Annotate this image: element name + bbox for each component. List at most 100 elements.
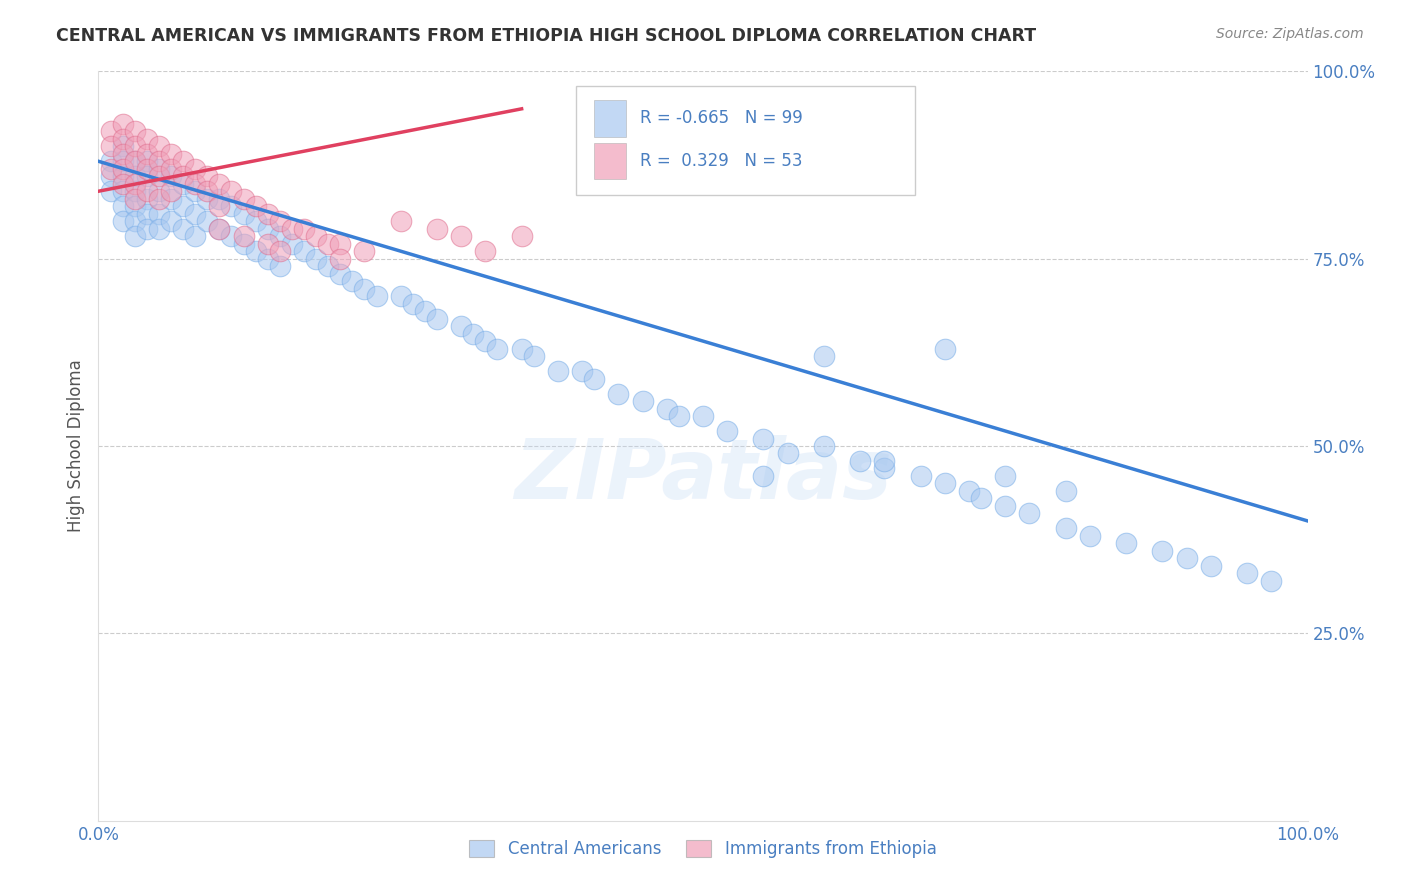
Point (111, 199, 134, 213)
Point (148, 154, 170, 169)
Point (172, 199, 194, 213)
Point (583, 371, 606, 385)
Point (316, 259, 339, 273)
Point (245, 214, 267, 228)
Point (124, 214, 146, 228)
Point (208, 192, 231, 206)
FancyBboxPatch shape (595, 100, 626, 136)
Point (486, 342, 509, 356)
Point (124, 192, 146, 206)
Point (111, 161, 134, 176)
Point (208, 221, 231, 235)
Point (269, 259, 291, 273)
Point (389, 289, 412, 303)
Point (776, 446, 799, 460)
Point (135, 154, 157, 169)
Point (245, 244, 267, 259)
Point (221, 229, 243, 244)
Point (160, 184, 183, 198)
Point (813, 439, 835, 453)
Point (655, 401, 678, 416)
Point (184, 207, 207, 221)
Legend: Central Americans, Immigrants from Ethiopia: Central Americans, Immigrants from Ethio… (463, 833, 943, 864)
Point (342, 274, 364, 288)
Point (269, 244, 291, 259)
Point (994, 499, 1017, 513)
Point (269, 229, 291, 244)
Point (111, 132, 134, 146)
Point (100, 184, 122, 198)
Text: ZIPatlas: ZIPatlas (515, 435, 891, 516)
Point (849, 454, 872, 468)
Point (172, 169, 194, 184)
Point (474, 334, 496, 348)
Point (389, 214, 412, 228)
Point (450, 229, 472, 244)
Point (135, 132, 157, 146)
Point (752, 469, 775, 483)
Point (111, 214, 134, 228)
Point (195, 214, 218, 228)
Point (256, 236, 278, 251)
Point (547, 364, 569, 378)
Point (1175, 551, 1198, 566)
Point (281, 221, 304, 235)
FancyBboxPatch shape (595, 143, 626, 179)
Point (111, 154, 134, 169)
Point (124, 154, 146, 169)
Point (100, 139, 122, 153)
Point (510, 229, 533, 244)
Point (1236, 566, 1258, 581)
Point (292, 221, 315, 235)
Point (873, 461, 896, 475)
Point (124, 177, 146, 191)
Point (1260, 574, 1282, 588)
Point (668, 409, 690, 423)
Point (329, 267, 352, 281)
FancyBboxPatch shape (576, 87, 915, 195)
Point (413, 304, 436, 318)
Y-axis label: High School Diploma: High School Diploma (66, 359, 84, 533)
Point (269, 214, 291, 228)
Point (160, 192, 183, 206)
Point (195, 169, 218, 184)
Point (160, 169, 183, 184)
Point (232, 229, 254, 244)
Point (292, 244, 315, 259)
Point (813, 349, 835, 363)
Point (184, 184, 207, 198)
Point (692, 409, 714, 423)
Point (208, 199, 231, 213)
Point (111, 177, 134, 191)
Point (353, 282, 375, 296)
Point (124, 124, 146, 138)
Point (329, 236, 352, 251)
Point (135, 146, 157, 161)
Point (305, 229, 328, 244)
Point (1078, 529, 1101, 543)
Text: CENTRAL AMERICAN VS IMMIGRANTS FROM ETHIOPIA HIGH SCHOOL DIPLOMA CORRELATION CHA: CENTRAL AMERICAN VS IMMIGRANTS FROM ETHI… (56, 27, 1036, 45)
Point (148, 169, 170, 184)
Point (148, 184, 170, 198)
Point (172, 221, 194, 235)
Point (366, 289, 388, 303)
Point (148, 192, 170, 206)
Text: Source: ZipAtlas.com: Source: ZipAtlas.com (1216, 27, 1364, 41)
Point (195, 192, 218, 206)
Point (221, 199, 243, 213)
Point (873, 454, 896, 468)
Point (1115, 536, 1137, 550)
Point (957, 483, 980, 498)
Point (316, 236, 339, 251)
Point (124, 139, 146, 153)
Point (510, 342, 533, 356)
Point (111, 169, 134, 184)
Point (1152, 544, 1174, 558)
Point (100, 161, 122, 176)
Point (160, 146, 183, 161)
Point (450, 319, 472, 334)
Point (232, 192, 254, 206)
Point (184, 161, 207, 176)
Point (607, 386, 630, 401)
Point (100, 169, 122, 184)
